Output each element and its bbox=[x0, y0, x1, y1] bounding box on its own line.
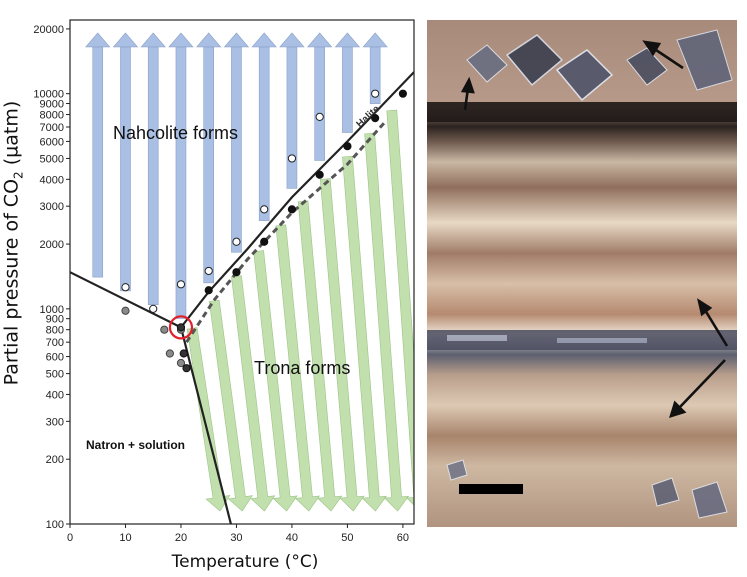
nahcolite-arrow-shaft bbox=[258, 46, 270, 221]
natron-trona-line bbox=[179, 327, 232, 524]
x-axis-label: Temperature (°C) bbox=[171, 552, 319, 572]
nahcolite-arrow-head bbox=[279, 32, 305, 48]
nahcolite-arrow-head bbox=[112, 32, 139, 48]
data-point bbox=[149, 304, 158, 313]
trona-arrow bbox=[231, 275, 276, 512]
x-tick-label: 10 bbox=[119, 532, 131, 544]
x-tick-label: 20 bbox=[175, 532, 187, 544]
nahcolite-arrow-head bbox=[251, 32, 277, 48]
nahcolite-arrow-shaft bbox=[92, 46, 104, 278]
nahcolite-arrow-shaft bbox=[175, 46, 187, 319]
plot-frame bbox=[69, 19, 415, 525]
data-point bbox=[371, 113, 380, 123]
y-tick-label: 10000 bbox=[33, 89, 64, 101]
y-tick-label: 800 bbox=[46, 325, 64, 337]
data-point bbox=[315, 112, 324, 121]
x-tick-label: 0 bbox=[67, 532, 73, 544]
crystal-layer bbox=[427, 29, 737, 122]
data-point bbox=[287, 154, 297, 163]
data-point bbox=[160, 325, 169, 334]
data-point bbox=[176, 280, 186, 289]
y-tick-label: 4000 bbox=[40, 174, 64, 186]
nahcolite-arrow-head bbox=[85, 32, 111, 48]
y-tick-label: 300 bbox=[46, 416, 64, 428]
y-tick-label: 20000 bbox=[33, 24, 64, 36]
trona-arrow bbox=[342, 155, 387, 512]
nahcolite-arrow-head bbox=[140, 32, 166, 48]
nahcolite-trona-line bbox=[180, 71, 414, 329]
data-point bbox=[232, 268, 241, 277]
nahcolite-arrow-shaft bbox=[314, 46, 325, 161]
trona-arrow bbox=[319, 178, 365, 512]
data-point bbox=[165, 349, 174, 358]
y-tick-label: 8000 bbox=[40, 110, 64, 122]
nahcolite-arrow-head bbox=[334, 32, 361, 48]
x-tick-label: 30 bbox=[230, 532, 242, 544]
y-tick-label: 600 bbox=[46, 352, 64, 364]
nahcolite-arrow-shaft bbox=[231, 46, 242, 253]
nahcolite-arrow-head bbox=[196, 32, 222, 48]
triple-point-marker bbox=[168, 315, 194, 340]
y-tick-label: 2000 bbox=[40, 239, 64, 251]
natron-nahcolite-line bbox=[70, 271, 182, 329]
y-tick-label: 1000 bbox=[40, 304, 64, 316]
y-tick-label: 6000 bbox=[40, 136, 64, 148]
y-tick-label: 400 bbox=[46, 389, 64, 401]
nahcolite-arrow-head bbox=[168, 32, 194, 48]
evaporite-core-photo bbox=[427, 20, 737, 527]
trona-arrow bbox=[253, 250, 298, 512]
x-tick-label: 40 bbox=[286, 532, 298, 544]
x-tick-label: 50 bbox=[341, 532, 353, 544]
data-point bbox=[398, 89, 408, 98]
x-tick-label: 60 bbox=[397, 532, 409, 544]
nahcolite-arrow-shaft bbox=[203, 46, 215, 284]
data-point bbox=[204, 286, 213, 295]
photo-arrows bbox=[460, 40, 729, 418]
data-point bbox=[287, 205, 297, 214]
y-tick-label: 9000 bbox=[40, 99, 64, 111]
nahcolite-arrow-head bbox=[223, 32, 250, 48]
trona-arrow bbox=[364, 132, 410, 512]
y-tick-label: 700 bbox=[46, 337, 64, 349]
trona-arrow bbox=[275, 224, 321, 512]
y-tick-label: 7000 bbox=[40, 122, 64, 134]
nahcolite-arrow-head bbox=[362, 32, 388, 48]
y-tick-label: 500 bbox=[46, 369, 64, 381]
y-tick-label: 900 bbox=[46, 314, 64, 326]
y-tick-label: 200 bbox=[46, 454, 64, 466]
nahcolite-region-label: Nahcolite forms bbox=[113, 123, 238, 143]
data-point bbox=[343, 142, 352, 151]
data-point bbox=[315, 170, 324, 179]
nahcolite-arrow-shaft bbox=[120, 46, 131, 292]
crystal-band-lower bbox=[427, 330, 737, 519]
nahcolite-arrow-shaft bbox=[286, 46, 298, 189]
y-tick-label: 3000 bbox=[40, 201, 64, 213]
data-point bbox=[260, 205, 269, 214]
data-point bbox=[182, 364, 191, 373]
nahcolite-arrow-shaft bbox=[342, 46, 353, 133]
y-tick-label: 100 bbox=[46, 519, 64, 531]
trona-arrow bbox=[208, 299, 253, 512]
y-axis-label: Partial pressure of CO2 (µatm) bbox=[0, 100, 26, 386]
trona-arrow bbox=[386, 109, 414, 506]
data-point bbox=[371, 89, 380, 98]
data-point bbox=[176, 358, 186, 368]
data-point bbox=[204, 266, 213, 276]
scale-bar bbox=[459, 484, 523, 494]
trona-region-label: Trona forms bbox=[254, 358, 350, 378]
data-point bbox=[179, 349, 188, 358]
data-point bbox=[260, 237, 269, 246]
halite-line bbox=[185, 119, 388, 343]
trona-arrow bbox=[297, 200, 343, 512]
natron-region-label: Natron + solution bbox=[86, 438, 185, 452]
y-tick-label: 5000 bbox=[40, 153, 64, 165]
data-point bbox=[121, 306, 130, 315]
nahcolite-arrow-shaft bbox=[147, 46, 159, 305]
nahcolite-arrow-head bbox=[307, 32, 333, 48]
data-point bbox=[232, 237, 241, 246]
data-point bbox=[121, 283, 130, 292]
data-point bbox=[176, 323, 186, 332]
